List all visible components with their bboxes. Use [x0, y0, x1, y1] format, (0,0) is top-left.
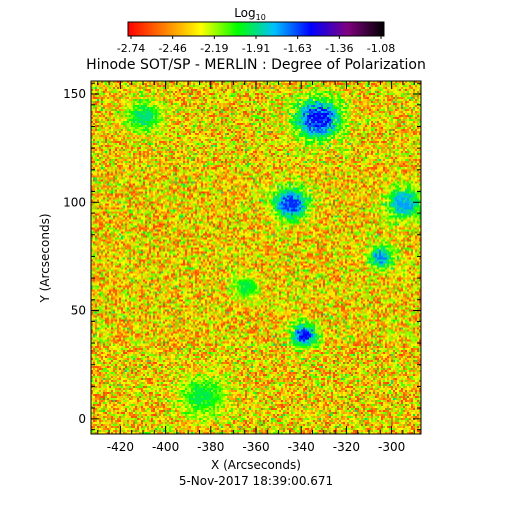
colorbar-tick-label: -2.46 [158, 42, 186, 55]
x-axis-label: X (Arcseconds) [211, 458, 301, 472]
colorbar-tick-label: -1.08 [367, 42, 395, 55]
polarization-map [91, 81, 421, 434]
y-axis: 0 50 100 150 [63, 82, 421, 431]
y-axis-label: Y (Arcseconds) [38, 213, 52, 303]
x-tick-label: -360 [242, 440, 269, 454]
timestamp: 5-Nov-2017 18:39:00.671 [179, 474, 333, 488]
x-tick-label: -300 [378, 440, 405, 454]
x-axis: -420 -400 -380 -360 -340 -320 -300 [97, 81, 415, 454]
colorbar-tick-label: -1.91 [242, 42, 270, 55]
x-tick-label: -400 [152, 440, 179, 454]
x-tick-label: -420 [107, 440, 134, 454]
y-tick-label: 0 [78, 412, 86, 426]
x-tick-label: -320 [333, 440, 360, 454]
x-tick-label: -340 [288, 440, 315, 454]
colorbar-tick-label: -2.19 [200, 42, 228, 55]
colorbar-label: Log10 [234, 6, 266, 22]
x-tick-label: -380 [197, 440, 224, 454]
y-tick-label: 100 [63, 195, 86, 209]
y-tick-label: 150 [63, 87, 86, 101]
colorbar-tick-label: -1.36 [325, 42, 353, 55]
colorbar-ticks: -2.74 -2.46 -2.19 -1.91 -1.63 -1.36 -1.08 [117, 36, 395, 55]
colorbar-tick-label: -1.63 [283, 42, 311, 55]
colorbar-tick-label: -2.74 [117, 42, 145, 55]
chart-title: Hinode SOT/SP - MERLIN : Degree of Polar… [86, 57, 426, 73]
y-tick-label: 50 [71, 304, 86, 318]
colorbar [127, 21, 385, 37]
